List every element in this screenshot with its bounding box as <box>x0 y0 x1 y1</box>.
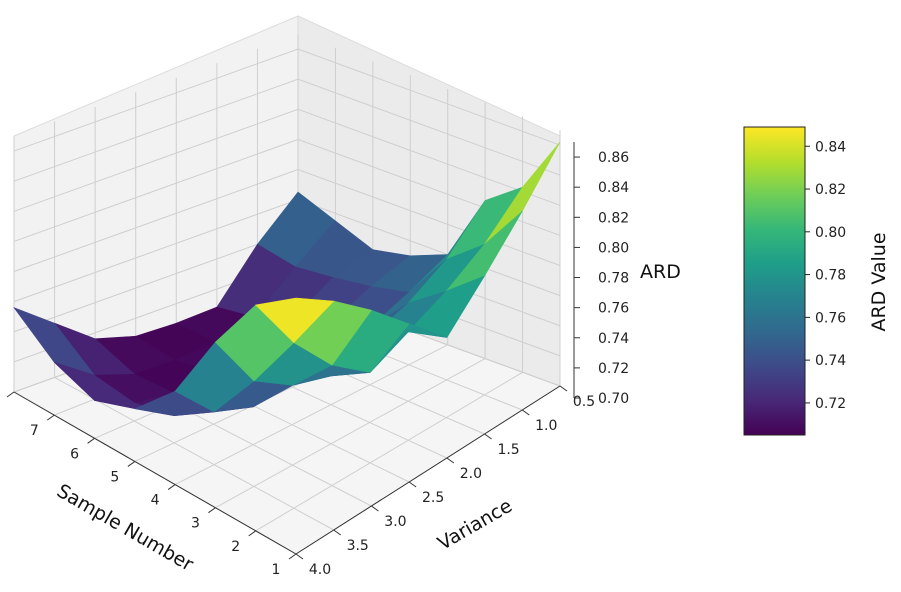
x-tick-label: 6 <box>70 446 79 462</box>
y-tick-label: 1.0 <box>535 418 557 434</box>
x-tick-label: 2 <box>231 539 240 555</box>
colorbar-tick-label: 0.80 <box>815 225 846 241</box>
x-tick-mark <box>288 553 297 560</box>
x-tick-mark <box>87 437 95 444</box>
y-tick-label: 2.5 <box>422 490 444 506</box>
surface-patch <box>255 297 335 344</box>
y-tick-label: 4.0 <box>309 562 331 578</box>
y-tick-mark <box>446 457 455 464</box>
y-tick-labels: 0.5 1.0 1.5 2.0 2.5 3.0 3.5 4.0 <box>295 385 595 578</box>
grid-floor-y <box>54 376 334 531</box>
x-tick-mark <box>127 461 136 467</box>
y-tick-label: 3.0 <box>384 514 406 530</box>
x-tick-mark <box>167 484 176 490</box>
surface <box>13 141 561 417</box>
y-tick-mark <box>521 409 530 416</box>
colorbar-tick-label: 0.72 <box>815 396 846 412</box>
z-tick-label: 0.86 <box>598 150 629 166</box>
z-tick-label: 0.78 <box>598 271 629 287</box>
grid-wall-z <box>13 48 561 152</box>
grid-wall-z <box>13 78 561 182</box>
x-axis-line <box>13 391 297 555</box>
z-tick-label: 0.80 <box>598 240 629 256</box>
x-tick-label: 3 <box>191 516 200 532</box>
grid-wall-z <box>13 108 561 212</box>
z-tick-label: 0.82 <box>598 210 629 226</box>
x-tick-label: 5 <box>110 469 119 485</box>
y-tick-label: 2.0 <box>460 466 482 482</box>
y-tick-label: 3.5 <box>347 538 369 554</box>
colorbar-label: ARD Value <box>868 232 890 331</box>
colorbar-tick-label: 0.76 <box>815 310 846 326</box>
x-tick-mark <box>6 391 15 398</box>
z-tick-label: 0.72 <box>598 361 629 377</box>
y-tick-mark <box>333 529 342 536</box>
grid-floor-x <box>255 371 523 532</box>
y-axis-line <box>295 385 561 555</box>
y-tick-mark <box>295 553 304 560</box>
y-tick-mark <box>408 481 417 488</box>
colorbar-tick-label: 0.84 <box>815 139 846 155</box>
grid-floor-x <box>174 344 448 486</box>
x-tick-mark <box>248 530 257 537</box>
y-tick-label: 0.5 <box>573 394 595 410</box>
x-axis-label: Sample Number <box>53 480 197 576</box>
grid-wall-z <box>13 138 561 242</box>
z-tick-label: 0.76 <box>598 301 629 317</box>
z-tick-label: 0.70 <box>598 391 629 407</box>
y-axis-label: Variance <box>434 495 516 555</box>
z-tick-label: 0.84 <box>598 180 629 196</box>
colorbar: 0.72 0.74 0.76 0.78 0.80 0.82 0.84 ARD Value <box>743 126 890 436</box>
colorbar-tick-label: 0.78 <box>815 268 846 284</box>
x-tick-mark <box>46 414 55 421</box>
y-tick-label: 1.5 <box>497 442 519 458</box>
axis-lines <box>13 142 575 555</box>
y-tick-mark <box>484 433 492 440</box>
colorbar-tick-label: 0.82 <box>815 182 846 198</box>
colorbar-fill <box>743 126 806 436</box>
colorbar-tick-label: 0.74 <box>815 353 846 369</box>
x-tick-label: 7 <box>30 423 39 439</box>
grid-floor-x <box>215 358 486 509</box>
x-tick-labels: 87654321 <box>6 391 297 578</box>
z-tick-label: 0.74 <box>598 331 629 347</box>
z-axis-label: ARD <box>640 261 681 283</box>
y-tick-mark <box>371 505 379 512</box>
y-tick-mark <box>559 385 568 392</box>
z-tick-labels: 0.70 0.72 0.74 0.76 0.78 0.80 0.82 0.84 0.86 <box>574 150 629 407</box>
colorbar-tick-labels: 0.72 0.74 0.76 0.78 0.80 0.82 0.84 <box>805 139 846 412</box>
x-tick-mark <box>208 507 216 514</box>
x-tick-label: 4 <box>151 493 160 509</box>
x-tick-label: 1 <box>272 562 281 578</box>
